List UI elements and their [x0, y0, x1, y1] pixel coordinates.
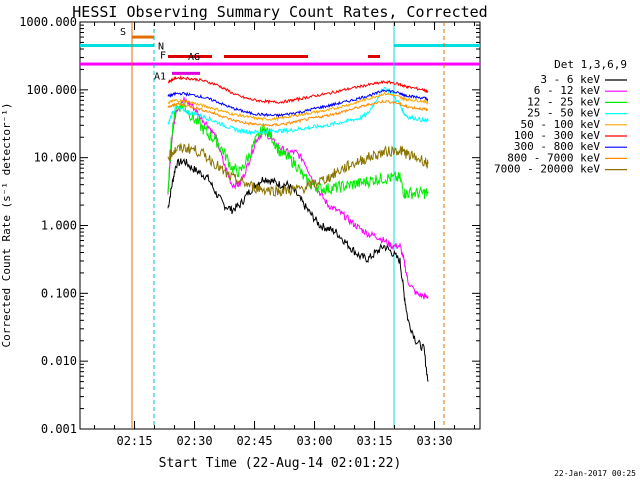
y-tick-label: 0.010: [41, 354, 77, 368]
chart-title: HESSI Observing Summary Count Rates, Cor…: [72, 3, 487, 21]
x-axis-label: Start Time (22-Aug-14 02:01:22): [159, 456, 402, 471]
series-line-1: [167, 96, 429, 300]
series-line-7: [167, 99, 429, 128]
y-axis: 0.001 0.010 0.100 1.000 10.000 100.000 1000.00…: [19, 15, 480, 436]
plot-area: [79, 21, 481, 430]
legend-label: 50 - 100 keV: [521, 118, 601, 131]
flag-bar-f: [224, 55, 308, 59]
flag-bar-s: [132, 35, 154, 39]
x-tick-label: 02:30: [176, 434, 212, 448]
series-line-5: [167, 74, 429, 105]
x-tick-label: 03:00: [296, 434, 332, 448]
legend-label: 300 - 800 keV: [514, 140, 600, 153]
series-line-2: [167, 101, 429, 200]
y-tick-label: 100.000: [26, 83, 77, 97]
legend-label: 3 - 6 keV: [540, 73, 600, 86]
y-tick-label: 0.001: [41, 422, 77, 436]
flag-label-a1: A1: [154, 71, 166, 82]
y-tick-label: 0.100: [41, 286, 77, 300]
legend-header: Det 1,3,6,9: [554, 58, 627, 71]
flag-label-s: S: [120, 27, 126, 38]
series-line-8: [167, 143, 429, 197]
x-axis: 02:15 02:30 02:45 03:00 03:15 03:30: [94, 22, 476, 448]
flag-bar-ag: [80, 62, 480, 66]
flag-label-ag: AG: [188, 52, 200, 63]
flag-label-n: N: [158, 42, 164, 53]
vertical-markers: [131, 22, 445, 429]
legend-label: 7000 - 20000 keV: [494, 163, 600, 176]
legend-label: 12 - 25 keV: [527, 95, 600, 108]
flag-bar-a1: [172, 71, 200, 75]
series-line-0: [167, 158, 429, 382]
x-tick-label: 02:45: [236, 434, 272, 448]
flag-label-f: F: [160, 51, 166, 62]
series-lines: [167, 74, 429, 382]
y-tick-label: 1000.000: [19, 15, 77, 29]
x-tick-label: 02:15: [116, 434, 152, 448]
legend-label: 100 - 300 keV: [514, 129, 600, 142]
y-axis-label: Corrected Count Rate (s⁻¹ detector⁻¹): [0, 102, 13, 347]
flag-bar-n: [80, 44, 154, 48]
footer-timestamp: 22-Jan-2017 00:25: [554, 469, 636, 478]
x-tick-label: 03:30: [416, 434, 452, 448]
flag-bars: S NF AG A1: [80, 27, 480, 82]
x-tick-label: 03:15: [356, 434, 392, 448]
flag-bar-f: [168, 55, 212, 59]
series-line-4: [167, 91, 429, 122]
series-line-3: [167, 86, 429, 136]
y-tick-label: 1.000: [41, 219, 77, 233]
flag-bar-f: [368, 55, 380, 59]
y-tick-label: 10.000: [34, 151, 77, 165]
flag-bar-n: [394, 44, 480, 48]
series-line-6: [167, 89, 429, 118]
legend-label: 6 - 12 keV: [534, 84, 601, 97]
legend-label: 800 - 7000 keV: [507, 151, 600, 164]
legend-label: 25 - 50 keV: [527, 107, 600, 120]
